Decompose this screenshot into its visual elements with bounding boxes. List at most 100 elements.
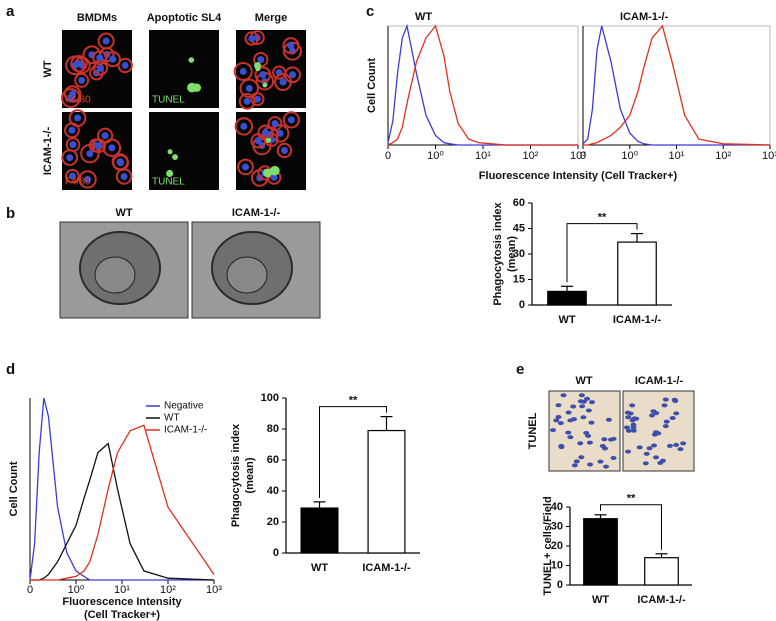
y-axis-label: Phagocytosis index [492, 201, 504, 305]
nucleus [109, 55, 117, 63]
x-tick-label: 10² [523, 150, 539, 162]
cell [234, 117, 254, 136]
ihc-nucleus [589, 400, 596, 405]
row-header: WT [42, 60, 54, 77]
nucleus [84, 175, 92, 183]
significance-label: ** [598, 212, 607, 224]
ihc-nucleus [577, 441, 584, 446]
tunel-spot [188, 57, 195, 63]
x-tick-label: ICAM-1-/- [613, 314, 662, 326]
x-tick-label: 10⁰ [68, 584, 85, 596]
nucleus [117, 159, 125, 167]
nucleus [245, 84, 253, 92]
y-tick-label: 30 [513, 248, 525, 260]
ihc-nucleus [578, 393, 585, 398]
cell [233, 61, 253, 81]
ihc-nucleus [584, 396, 591, 401]
tunel-spot [269, 165, 280, 176]
em-nucleus [226, 256, 268, 294]
ihc-nucleus [583, 430, 590, 435]
ihc-nucleus [560, 393, 567, 398]
y-tick-label: 20 [267, 516, 279, 528]
x-tick-label: 10² [715, 150, 731, 162]
y-tick-label: 60 [267, 454, 279, 466]
ihc-nucleus [672, 399, 679, 404]
y-tick-label: 10 [551, 559, 563, 571]
histogram-line [387, 23, 578, 146]
ihc-nucleus [558, 444, 565, 449]
ihc-nucleus [646, 446, 653, 451]
ihc-nucleus [565, 430, 572, 435]
ihc-nucleus [631, 416, 638, 421]
nucleus [280, 146, 288, 154]
cell [276, 142, 293, 159]
cell [89, 65, 104, 81]
nucleus [96, 54, 104, 62]
y-tick-label: 45 [513, 222, 525, 234]
ihc-nucleus [570, 404, 577, 409]
nucleus [86, 150, 94, 158]
column-header: Merge [255, 12, 287, 24]
tunel-spot [265, 137, 271, 143]
ihc-nucleus [673, 442, 680, 447]
nucleus [66, 154, 74, 162]
nucleus [254, 137, 262, 145]
cell [91, 138, 106, 154]
ihc-nucleus [649, 413, 656, 418]
ihc-nucleus [666, 443, 673, 448]
ihc-nucleus [610, 455, 617, 460]
nucleus [279, 78, 287, 86]
histogram-line [29, 397, 214, 581]
y-axis-label: (mean) [244, 457, 256, 493]
tunel-spot [192, 83, 202, 92]
cell [70, 55, 88, 73]
ihc-nucleus [571, 463, 578, 468]
ihc-nucleus [650, 409, 657, 414]
nucleus [101, 132, 109, 140]
histogram-line [582, 25, 770, 146]
nucleus [67, 94, 75, 102]
cell [254, 66, 272, 83]
ihc-nucleus [625, 415, 632, 420]
significance-label: ** [627, 493, 636, 505]
ihc-nucleus [580, 399, 587, 404]
significance-bracket [319, 406, 387, 498]
ihc-nucleus [565, 410, 572, 415]
ihc-nucleus [557, 421, 564, 426]
nucleus [102, 37, 110, 45]
ihc-nucleus [624, 425, 631, 430]
nucleus [69, 141, 77, 149]
ihc-nucleus [657, 460, 664, 465]
nucleus [287, 116, 295, 124]
histogram-line [30, 424, 215, 581]
ihc-nucleus [553, 418, 560, 423]
histogram-line [583, 24, 771, 146]
nucleus [74, 114, 82, 122]
cell [237, 158, 254, 176]
cell [282, 37, 300, 55]
cell [115, 168, 133, 185]
x-tick-label: 0 [580, 150, 586, 162]
nucleus [259, 71, 267, 79]
nucleus [270, 173, 278, 181]
ihc-nucleus [653, 455, 660, 460]
cell [274, 73, 292, 92]
tunel-spot [172, 154, 178, 160]
ihc-nucleus [587, 462, 594, 467]
nucleus [271, 120, 279, 128]
ihc-nucleus [625, 449, 632, 454]
nucleus [75, 60, 83, 68]
y-tick-label: 0 [519, 299, 525, 311]
nucleus [243, 97, 251, 105]
nucleus [108, 144, 116, 152]
panel-label: d [6, 361, 15, 378]
y-tick-label: 100 [261, 392, 279, 404]
ihc-nucleus [651, 443, 658, 448]
y-axis-label: (mean) [506, 236, 518, 272]
x-tick-label: WT [558, 314, 575, 326]
y-axis-label: Phagocytosis index [230, 423, 242, 527]
nucleus [242, 163, 250, 171]
cell [78, 170, 97, 189]
histogram-line [387, 24, 578, 146]
ihc-nucleus [579, 404, 586, 409]
